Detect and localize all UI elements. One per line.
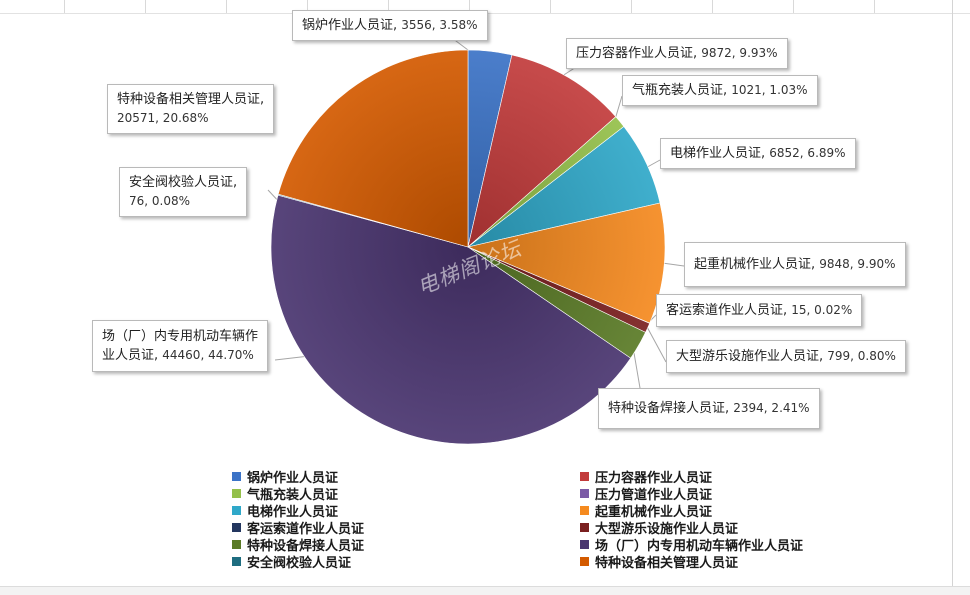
legend-swatch: [580, 523, 589, 532]
label-name: 气瓶充装人员证,: [632, 83, 732, 98]
pie-slice[interactable]: [270, 194, 632, 445]
label-value: 2394, 2.41%: [733, 401, 810, 415]
label-name: 安全阀校验人员证,: [129, 175, 238, 190]
legend-swatch: [232, 472, 241, 481]
pie-slice[interactable]: [467, 202, 666, 324]
legend-item[interactable]: 特种设备相关管理人员证: [580, 553, 739, 571]
grid-line: [874, 0, 875, 14]
data-label-gas-cylinder[interactable]: 气瓶充装人员证, 1021, 1.03%: [622, 75, 818, 106]
legend-label: 压力管道作业人员证: [595, 488, 713, 503]
grid-line: [631, 0, 632, 14]
chart-area-edge: [952, 0, 953, 594]
label-name-cont: 业人员证,: [102, 348, 163, 363]
legend-item[interactable]: 压力容器作业人员证: [580, 468, 713, 486]
label-value: 6852, 6.89%: [769, 146, 846, 160]
data-label-management[interactable]: 特种设备相关管理人员证, 20571, 20.68%: [107, 84, 275, 134]
grid-line: [64, 0, 65, 14]
legend-swatch: [580, 489, 589, 498]
pie-slice[interactable]: [277, 49, 469, 248]
legend-swatch: [232, 540, 241, 549]
legend-item[interactable]: 客运索道作业人员证: [232, 519, 365, 537]
label-name: 客运索道作业人员证,: [666, 303, 792, 318]
label-name: 压力容器作业人员证,: [576, 46, 702, 61]
legend-label: 气瓶充装人员证: [247, 488, 339, 503]
pie-slices: [270, 49, 666, 445]
label-name: 特种设备相关管理人员证,: [117, 92, 265, 107]
data-label-elevator[interactable]: 电梯作业人员证, 6852, 6.89%: [660, 138, 856, 169]
legend-swatch: [232, 489, 241, 498]
legend-swatch: [232, 523, 241, 532]
data-label-amusement[interactable]: 大型游乐设施作业人员证, 799, 0.80%: [666, 340, 906, 373]
legend-item[interactable]: 大型游乐设施作业人员证: [580, 519, 739, 537]
legend-swatch: [232, 557, 241, 566]
legend-label: 大型游乐设施作业人员证: [595, 522, 739, 537]
leader-line: [645, 324, 667, 363]
legend-label: 客运索道作业人员证: [247, 522, 365, 537]
grid-line: [388, 0, 389, 14]
sheet-bottom-bar: [0, 586, 970, 595]
legend-label: 场（厂）内专用机动车辆作业人员证: [595, 539, 804, 554]
label-name: 场（厂）内专用机动车辆作: [102, 329, 259, 344]
label-value: 9872, 9.93%: [701, 46, 778, 60]
legend-swatch: [580, 506, 589, 515]
label-value: 799, 0.80%: [827, 349, 896, 363]
data-label-ropeway[interactable]: 客运索道作业人员证, 15, 0.02%: [656, 294, 863, 327]
legend-swatch: [580, 472, 589, 481]
grid-line: [793, 0, 794, 14]
label-value: 76, 0.08%: [129, 194, 191, 208]
label-name: 锅炉作业人员证,: [302, 18, 402, 33]
label-name: 大型游乐设施作业人员证,: [676, 349, 828, 364]
legend-item[interactable]: 电梯作业人员证: [232, 502, 339, 520]
legend-label: 起重机械作业人员证: [595, 505, 713, 520]
legend-label: 特种设备焊接人员证: [247, 539, 365, 554]
legend-item[interactable]: 场（厂）内专用机动车辆作业人员证: [580, 536, 804, 554]
legend-item[interactable]: 安全阀校验人员证: [232, 553, 352, 571]
grid-line: [712, 0, 713, 14]
data-label-crane[interactable]: 起重机械作业人员证, 9848, 9.90%: [684, 242, 906, 287]
legend-label: 安全阀校验人员证: [247, 556, 352, 571]
legend-item[interactable]: 锅炉作业人员证: [232, 468, 339, 486]
legend-item[interactable]: 压力管道作业人员证: [580, 485, 713, 503]
data-label-pressure-vessel[interactable]: 压力容器作业人员证, 9872, 9.93%: [566, 38, 788, 69]
label-name: 起重机械作业人员证,: [694, 257, 820, 272]
label-value: 9848, 9.90%: [819, 257, 896, 271]
legend-item[interactable]: 特种设备焊接人员证: [232, 536, 365, 554]
legend-label: 锅炉作业人员证: [247, 471, 339, 486]
data-label-safety-valve[interactable]: 安全阀校验人员证, 76, 0.08%: [119, 167, 248, 217]
pie-slice[interactable]: [467, 54, 617, 248]
grid-line: [550, 0, 551, 14]
leader-line: [632, 346, 641, 389]
legend-item[interactable]: 起重机械作业人员证: [580, 502, 713, 520]
label-value: 15, 0.02%: [791, 303, 853, 317]
label-name: 特种设备焊接人员证,: [608, 401, 734, 416]
legend-swatch: [232, 506, 241, 515]
label-value: 44460, 44.70%: [162, 348, 254, 362]
legend-label: 压力容器作业人员证: [595, 471, 713, 486]
label-value: 3556, 3.58%: [401, 18, 478, 32]
grid-line: [145, 0, 146, 14]
grid-line: [469, 0, 470, 14]
data-label-welding[interactable]: 特种设备焊接人员证, 2394, 2.41%: [598, 388, 820, 429]
data-label-vehicle[interactable]: 场（厂）内专用机动车辆作 业人员证, 44460, 44.70%: [92, 320, 269, 372]
label-value: 20571, 20.68%: [117, 111, 209, 125]
legend-swatch: [580, 557, 589, 566]
grid-line: [226, 0, 227, 14]
legend-item[interactable]: 气瓶充装人员证: [232, 485, 339, 503]
data-label-boiler[interactable]: 锅炉作业人员证, 3556, 3.58%: [292, 10, 488, 41]
label-name: 电梯作业人员证,: [670, 146, 770, 161]
legend-label: 电梯作业人员证: [247, 505, 339, 520]
legend-label: 特种设备相关管理人员证: [595, 556, 739, 571]
legend-swatch: [580, 540, 589, 549]
label-value: 1021, 1.03%: [731, 83, 808, 97]
grid-line: [307, 0, 308, 14]
